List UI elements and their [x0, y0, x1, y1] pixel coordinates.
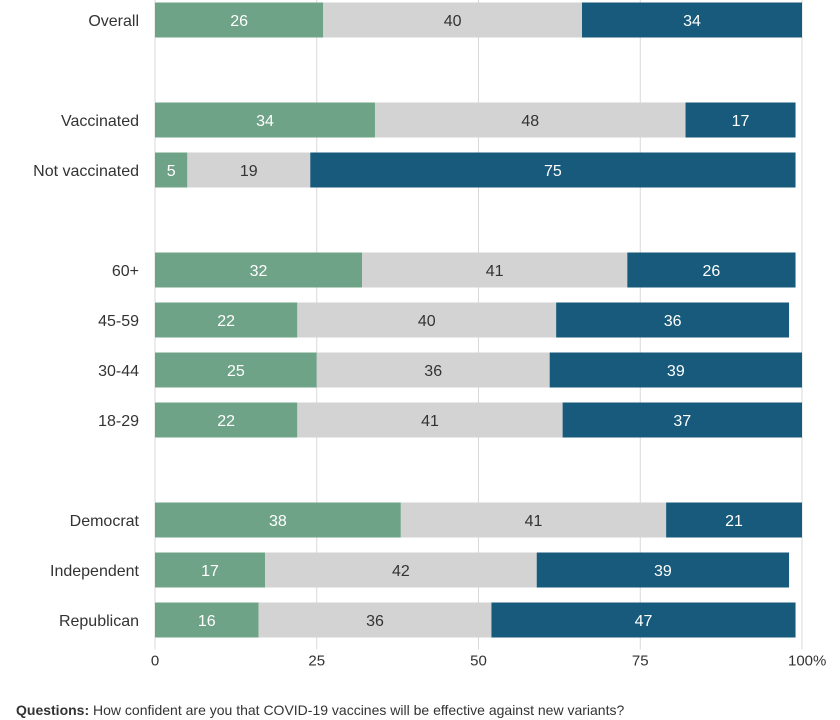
bar-value-label: 22 [217, 313, 235, 330]
category-labels: Overall Vaccinated Not vaccinated 60+ 45-59 3… [33, 13, 139, 630]
bar-value-label: 32 [250, 263, 268, 280]
category-label: Not vaccinated [33, 163, 139, 180]
bar-value-label: 40 [444, 13, 462, 30]
bar-segment [491, 602, 796, 638]
bar-value-label: 48 [521, 113, 539, 130]
category-label: 45-59 [98, 313, 139, 330]
bar-segment [155, 602, 259, 638]
bar-segment [297, 302, 557, 338]
bar-segment [323, 2, 583, 38]
x-tick-label: 25 [308, 653, 325, 670]
category-label: Vaccinated [61, 113, 139, 130]
x-tick-label: 75 [632, 653, 649, 670]
bar-segment [310, 152, 796, 188]
bar-value-label: 42 [392, 563, 410, 580]
bar-value-label: 39 [654, 563, 672, 580]
bar-value-label: 36 [424, 363, 442, 380]
x-axis: 0 25 50 75 100% [151, 653, 827, 670]
footnote-text: How confident are you that COVID-19 vacc… [93, 702, 625, 718]
category-label: Democrat [70, 513, 140, 530]
bar-segment [155, 152, 188, 188]
bar-segment [155, 102, 375, 138]
bar-segment [582, 2, 802, 38]
bar-value-label: 5 [167, 163, 176, 180]
bar-segment [264, 552, 537, 588]
bar-segment [155, 502, 401, 538]
bar-value-label: 34 [256, 113, 274, 130]
bar-value-label: 41 [421, 413, 439, 430]
bar-value-label: 38 [269, 513, 287, 530]
bar-segment [258, 602, 492, 638]
bar-segment [536, 552, 790, 588]
bar-segment [374, 102, 686, 138]
bar-value-label: 26 [230, 13, 248, 30]
bar-value-label: 47 [635, 613, 653, 630]
bar-segment [297, 402, 563, 438]
bar-value-label: 39 [667, 363, 685, 380]
bar-value-label: 21 [725, 513, 743, 530]
x-tick-label: 100% [788, 653, 826, 670]
bar-value-label: 19 [240, 163, 258, 180]
bar-value-label: 40 [418, 313, 436, 330]
bar-value-label: 25 [227, 363, 245, 380]
bar-value-label: 16 [198, 613, 216, 630]
x-tick-label: 0 [151, 653, 159, 670]
bar-segment [155, 302, 298, 338]
bar-segment [316, 352, 550, 388]
bar-value-label: 41 [486, 263, 504, 280]
bar-segment [155, 552, 265, 588]
footnote: Questions: How confident are you that CO… [16, 702, 624, 718]
bars-layer: 26 40 34 34 48 17 5 19 75 32 41 26 22 40 36 25 36 39 22 41 3… [155, 2, 802, 638]
category-label: Independent [50, 563, 140, 580]
bar-segment [556, 302, 790, 338]
bar-value-label: 22 [217, 413, 235, 430]
bar-value-label: 37 [673, 413, 691, 430]
bar-segment [400, 502, 667, 538]
bar-segment [562, 402, 802, 438]
category-label: 30-44 [98, 363, 139, 380]
bar-segment [549, 352, 802, 388]
bar-value-label: 41 [525, 513, 543, 530]
bar-value-label: 17 [201, 563, 219, 580]
category-label: 60+ [112, 263, 139, 280]
footnote-label: Questions: [16, 702, 90, 718]
bar-segment [155, 2, 324, 38]
bar-segment [685, 102, 796, 138]
bar-value-label: 75 [544, 163, 562, 180]
bar-value-label: 17 [732, 113, 750, 130]
bar-segment [187, 152, 311, 188]
category-label: Overall [88, 13, 139, 30]
bar-segment [155, 252, 363, 288]
bar-segment [666, 502, 802, 538]
x-tick-label: 50 [470, 653, 487, 670]
bar-segment [155, 402, 298, 438]
bar-segment [627, 252, 796, 288]
bar-value-label: 36 [366, 613, 384, 630]
bar-segment [155, 352, 317, 388]
category-label: Republican [59, 613, 139, 630]
bar-value-label: 26 [703, 263, 721, 280]
bar-segment [362, 252, 628, 288]
category-label: 18-29 [98, 413, 139, 430]
stacked-bar-chart: 26 40 34 34 48 17 5 19 75 32 41 26 22 40 36 25 36 39 22 41 3… [33, 0, 827, 670]
bar-value-label: 34 [683, 13, 701, 30]
bar-value-label: 36 [664, 313, 682, 330]
